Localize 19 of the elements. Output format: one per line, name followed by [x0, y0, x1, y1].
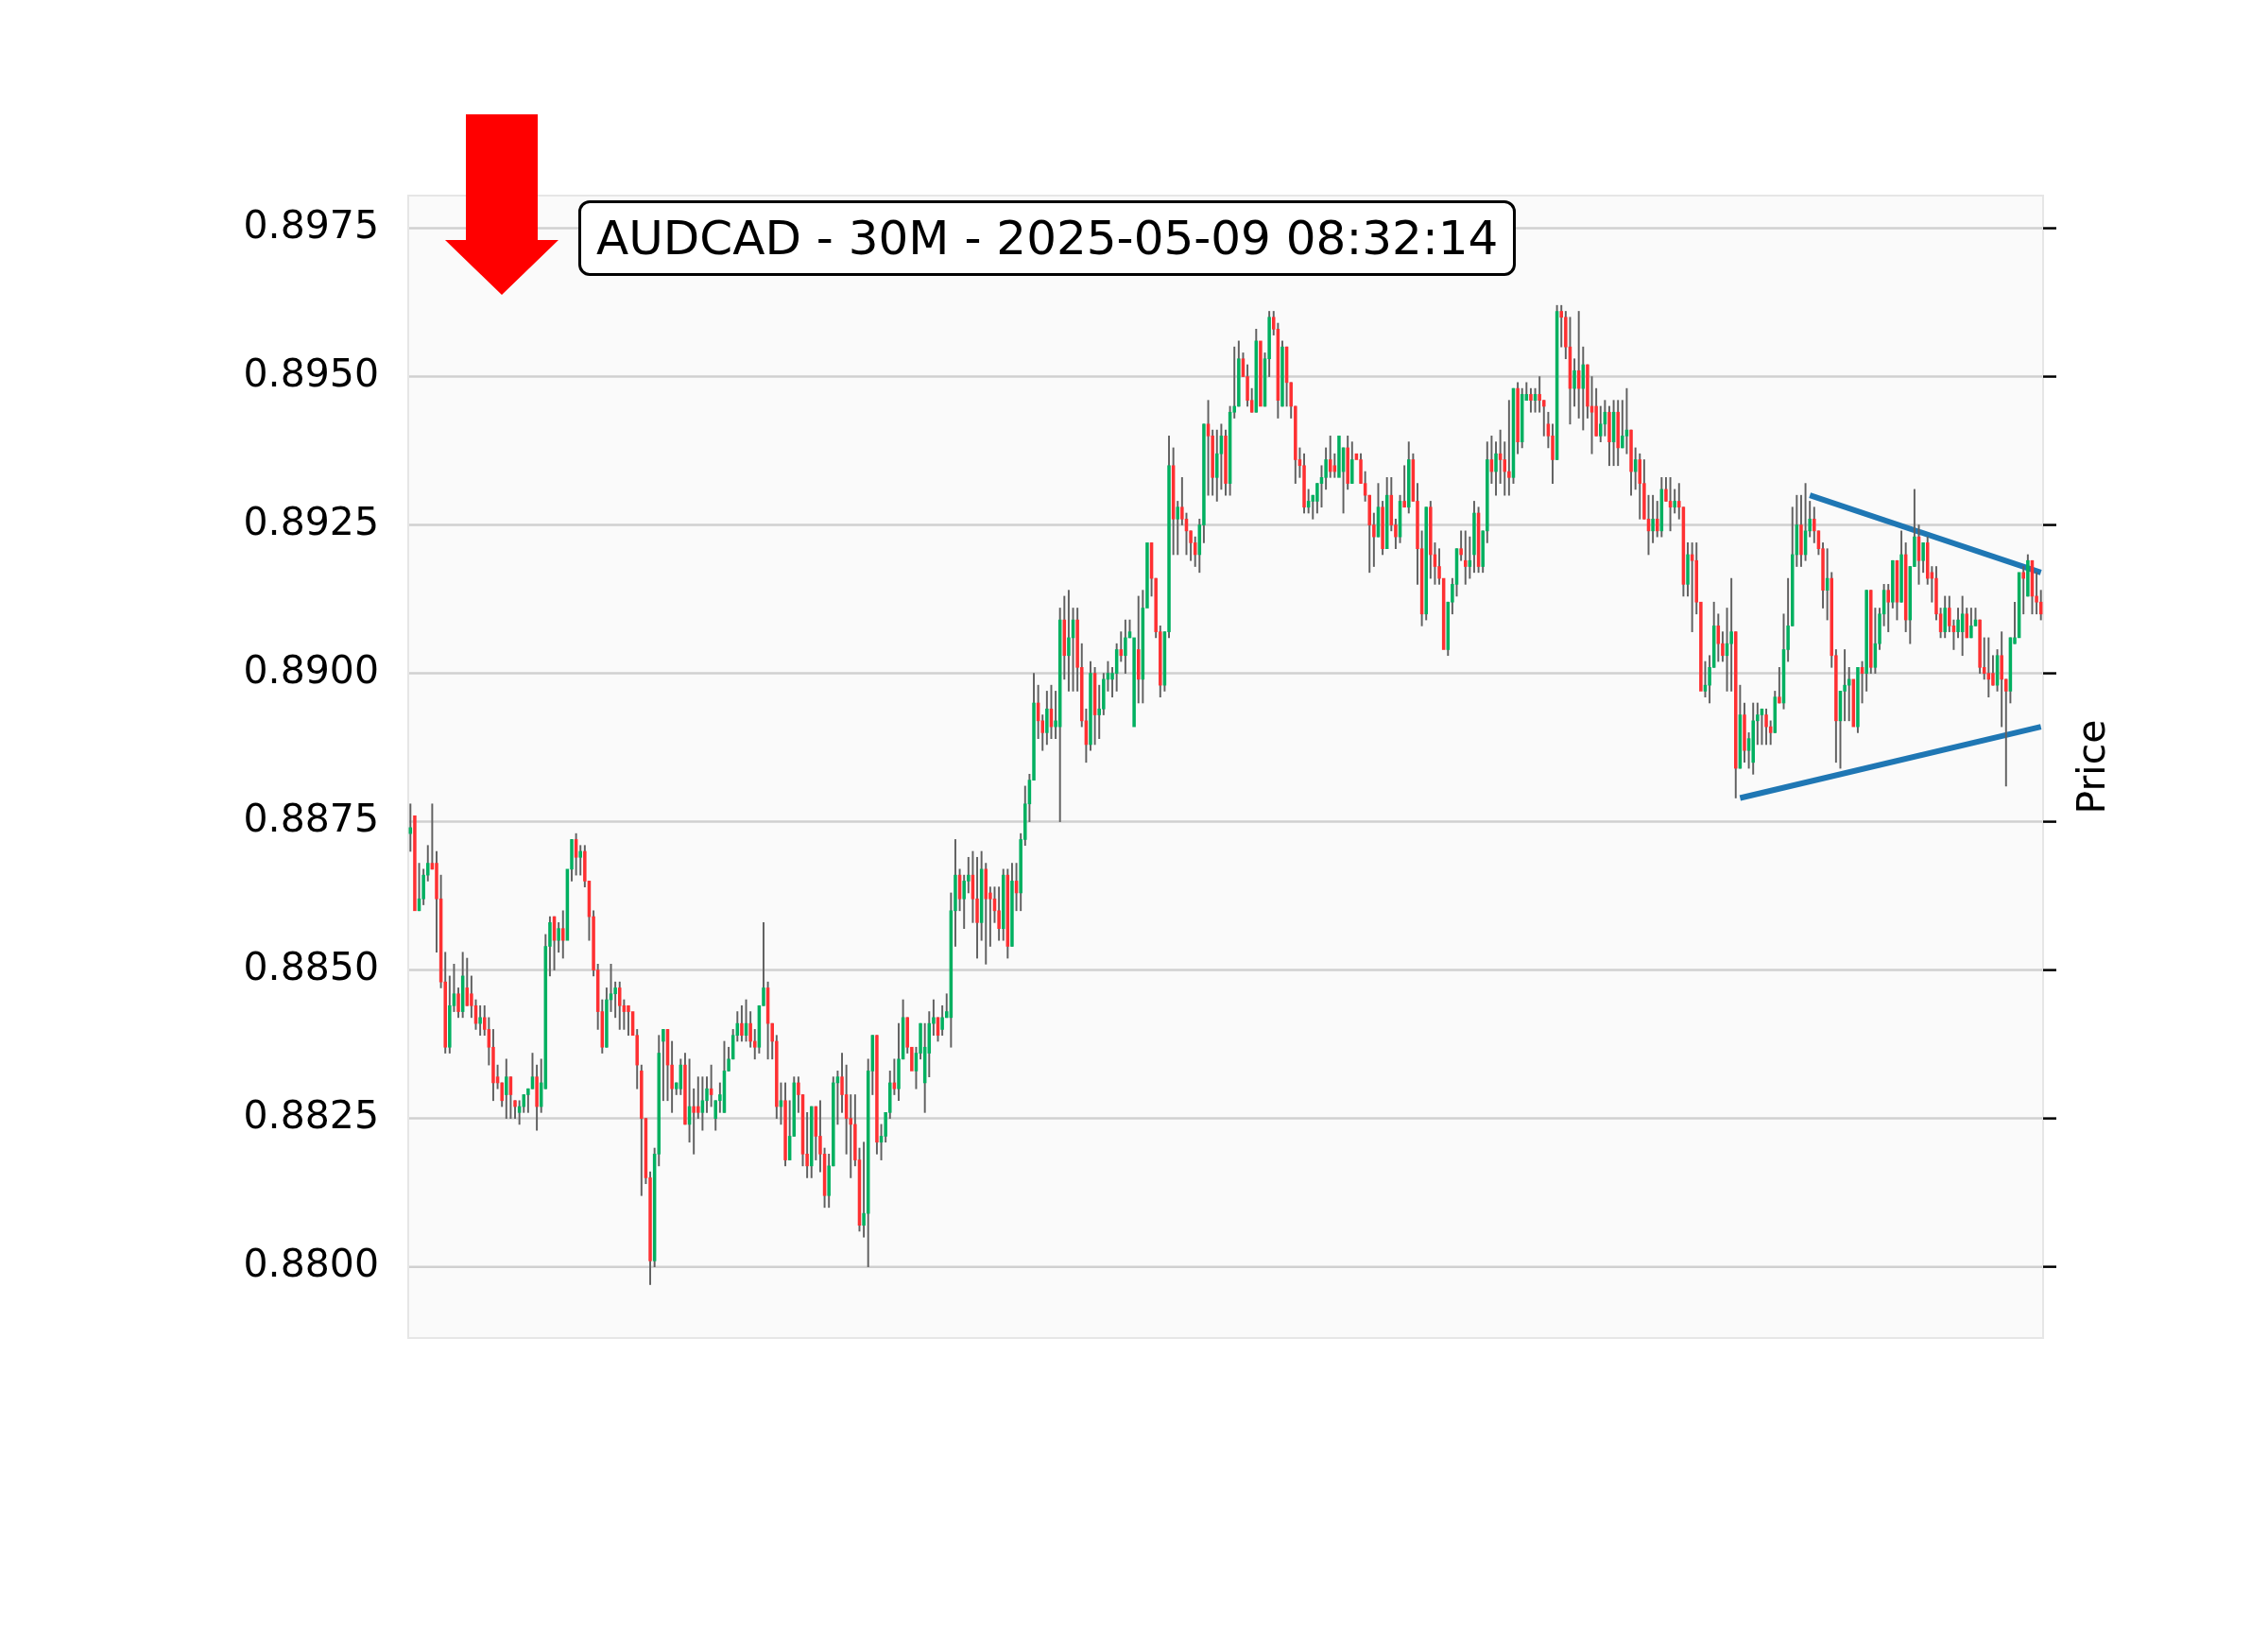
candlestick	[1843, 649, 1847, 722]
candlestick	[413, 815, 417, 912]
chart-title: AUDCAD - 30M - 2025-05-09 08:32:14	[578, 200, 1517, 276]
y-tick-label: 0.8975	[243, 202, 379, 249]
candlestick	[862, 1141, 866, 1238]
candlestick	[1337, 436, 1341, 478]
y-tick-label: 0.8800	[243, 1241, 379, 1287]
candlestick	[1132, 637, 1136, 728]
y-tick-label: 0.8875	[243, 796, 379, 842]
candlestick	[1259, 340, 1263, 407]
y-tick-label: 0.8950	[243, 351, 379, 397]
y-tick-label: 0.8925	[243, 499, 379, 545]
y-tick-label: 0.8825	[243, 1092, 379, 1139]
candlestick	[1729, 577, 1733, 692]
y-axis-title: Price	[2068, 719, 2114, 815]
candlestick	[2004, 678, 2008, 787]
y-tick-label: 0.8850	[243, 944, 379, 990]
y-tick-label: 0.8900	[243, 647, 379, 694]
candlestick	[1507, 400, 1511, 496]
